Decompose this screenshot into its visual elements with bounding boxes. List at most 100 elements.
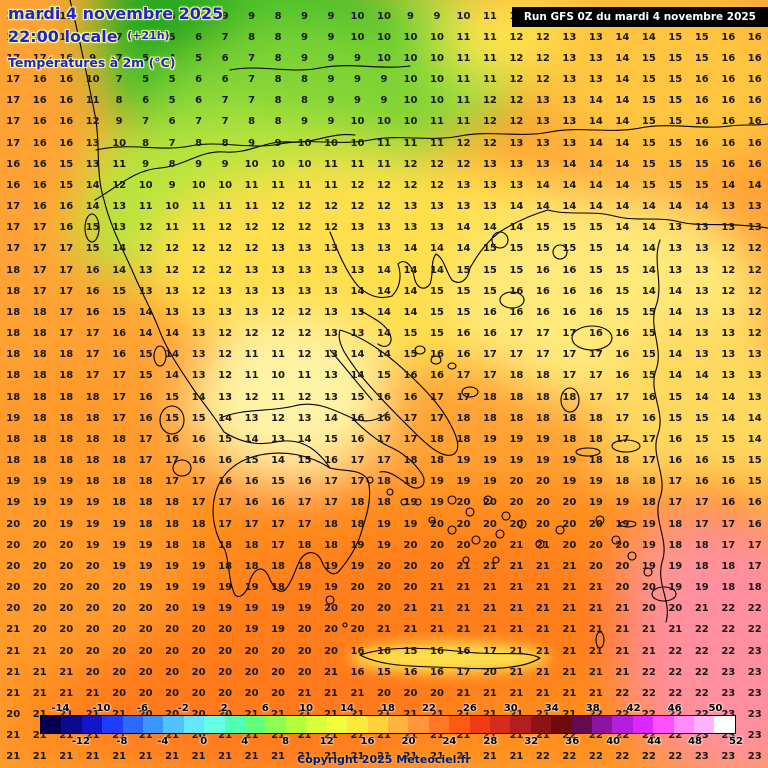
temp-value: 18 (59, 349, 74, 361)
colorbar-tick-label: 40 (606, 736, 621, 747)
temp-value: 12 (721, 264, 736, 276)
temp-value: 21 (450, 704, 476, 725)
temp-value: 15 (138, 370, 153, 382)
temp-value: 13 (165, 306, 180, 318)
temp-value: 16 (694, 137, 709, 149)
temp-value: 21 (430, 730, 444, 742)
temp-value: 14 (562, 179, 577, 191)
temp-value: 19 (482, 455, 497, 467)
temp-value: 13 (747, 201, 762, 213)
temp-value: 20 (59, 645, 74, 657)
temp-value: 20 (165, 645, 180, 657)
temp-value: 15 (324, 433, 338, 445)
colorbar-segment (510, 716, 531, 733)
colorbar-segment (714, 716, 735, 733)
colorbar-segment (245, 716, 266, 733)
temp-value: 13 (165, 285, 180, 297)
temp-value: 21 (424, 704, 450, 725)
temp-value: 16 (588, 306, 603, 318)
temp-value: 17 (456, 391, 471, 403)
temp-value: 18 (588, 433, 603, 445)
temp-value: 20 (59, 582, 74, 594)
temp-value: 20 (138, 666, 153, 678)
temp-value: 16 (32, 74, 47, 86)
temp-value: 20 (59, 624, 74, 636)
colorbar-tick-label: 12 (319, 736, 334, 747)
temp-value: 20 (6, 560, 21, 572)
temp-value: 12 (482, 116, 497, 128)
temp-value: 17 (191, 497, 206, 509)
temp-value: 9 (89, 10, 97, 22)
temp-value: 21 (32, 645, 47, 657)
temp-value: 21 (477, 704, 503, 725)
temp-value: 14 (588, 95, 603, 107)
temp-value: 14 (138, 306, 153, 318)
temp-value: 18 (244, 539, 259, 551)
colorbar-tick-label: 36 (565, 736, 580, 747)
temp-value: 14 (430, 243, 444, 255)
colorbar-segment (163, 716, 184, 733)
temp-value: 7 (142, 10, 150, 22)
temp-value: 18 (350, 518, 365, 530)
temp-value: 21 (588, 603, 603, 615)
temperature-colorbar: -14 -10 -6 -2 2 6 10 14 18 22 26 30 34 38 42 46 50 -12 -8… (40, 703, 743, 747)
temp-value: 13 (324, 306, 338, 318)
temp-value: 13 (191, 349, 206, 361)
temp-value: 19 (112, 560, 127, 572)
temp-value: 13 (721, 349, 736, 361)
temp-value: 12 (218, 349, 233, 361)
temp-value: 14 (588, 158, 603, 170)
temp-value: 20 (59, 560, 74, 572)
temp-value: 19 (112, 518, 127, 530)
temp-value: 21 (588, 645, 603, 657)
temp-value: 16 (350, 666, 365, 678)
temp-value: 5 (142, 74, 150, 86)
temp-value: 10 (244, 158, 259, 170)
temp-value: 21 (350, 687, 365, 699)
temp-value: 14 (509, 201, 524, 213)
temp-value: 18 (32, 391, 47, 403)
temp-value: 20 (138, 645, 153, 657)
temp-value: 16 (59, 201, 74, 213)
colorbar-segment (285, 716, 307, 733)
temp-value: 12 (297, 328, 312, 340)
temp-value: 23 (721, 751, 736, 763)
temp-value: 22 (641, 687, 656, 699)
temp-value: 7 (221, 95, 229, 107)
temp-value: 11 (377, 158, 391, 170)
run-info-label: Run GFS 0Z du mardi 4 novembre 2025 (523, 11, 756, 23)
temp-value: 20 (588, 539, 603, 551)
temp-value: 16 (6, 158, 21, 170)
temp-value: 15 (191, 412, 206, 424)
temp-value: 18 (588, 412, 603, 424)
temp-value: 15 (641, 52, 656, 64)
temp-value: 14 (615, 158, 630, 170)
temp-value: 20 (482, 518, 497, 530)
temp-value: 22 (668, 751, 683, 763)
temp-value: 17 (403, 433, 418, 445)
temp-value: 21 (218, 751, 233, 763)
temp-value: 16 (191, 455, 206, 467)
temp-value: 16 (59, 95, 74, 107)
temp-value: 21 (456, 730, 471, 742)
temp-value: 16 (377, 391, 391, 403)
temp-value: 18 (85, 412, 100, 424)
temp-value: 21 (588, 666, 603, 678)
temp-value: 21 (456, 624, 471, 636)
temp-value: 21 (430, 582, 444, 594)
temp-value: 13 (562, 95, 577, 107)
temp-value: 15 (403, 328, 418, 340)
temp-value: 16 (456, 349, 471, 361)
temp-value: 15 (641, 116, 656, 128)
temp-value: 14 (271, 455, 286, 467)
temp-value: 22 (641, 666, 656, 678)
temp-value: 14 (165, 349, 180, 361)
temp-value: 11 (456, 52, 471, 64)
temp-value: 20 (138, 603, 153, 615)
temp-value: 20 (112, 582, 127, 594)
temp-value: 18 (32, 433, 47, 445)
temp-value: 16 (112, 349, 127, 361)
temp-value: 16 (535, 306, 550, 318)
temp-value: 13 (721, 370, 736, 382)
